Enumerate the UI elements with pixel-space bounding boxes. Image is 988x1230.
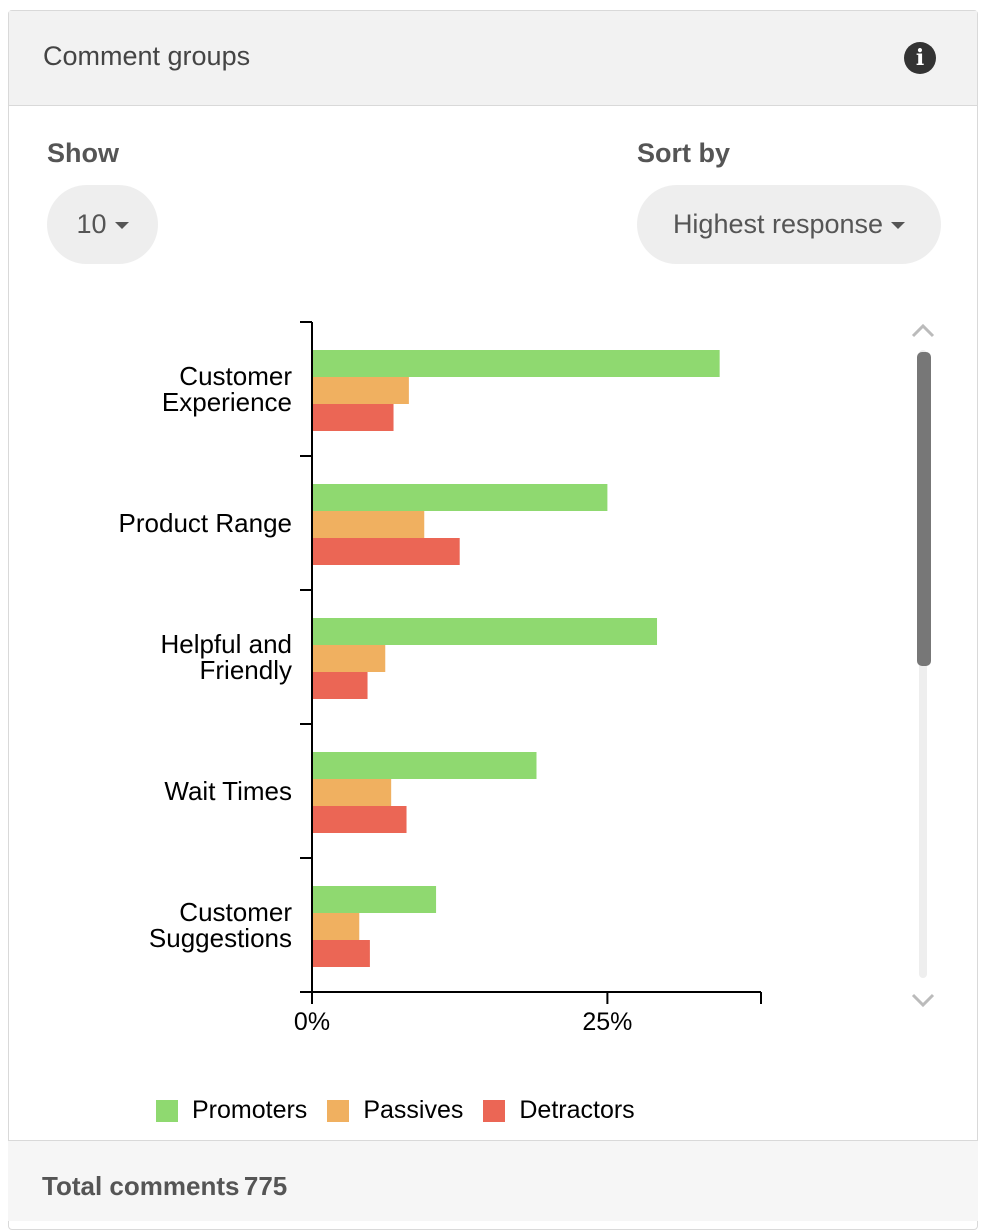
show-value: 10 — [76, 209, 107, 239]
bar — [312, 913, 360, 940]
bar — [312, 484, 608, 511]
show-dropdown[interactable]: 10 — [47, 185, 158, 264]
footer: Total comments 775 — [8, 1140, 978, 1221]
scroll-down[interactable] — [911, 993, 935, 1008]
sort-value: Highest response — [672, 209, 884, 239]
category-label: Customer Suggestions — [148, 897, 292, 953]
legend-swatch — [483, 1099, 506, 1122]
scroll-up[interactable] — [911, 323, 935, 338]
bar — [312, 886, 437, 913]
bar — [312, 779, 392, 806]
scroll-thumb[interactable] — [917, 352, 931, 666]
x-tick-label: 25% — [582, 1008, 632, 1036]
footer-label: Total comments — [42, 1171, 240, 1201]
legend-item: Detractors — [483, 1096, 635, 1125]
legend-swatch — [156, 1099, 178, 1122]
show-label: Show — [47, 138, 119, 168]
bar — [312, 940, 370, 967]
bar — [312, 618, 658, 645]
header: Comment groups i — [9, 11, 977, 106]
x-tick-label: 0% — [294, 1008, 330, 1036]
legend-item: Promoters — [156, 1096, 307, 1125]
legend-item: Passives — [327, 1096, 463, 1125]
bar — [312, 377, 409, 404]
info-icon[interactable]: i — [904, 42, 936, 74]
bar — [312, 538, 460, 565]
bar — [312, 350, 720, 377]
panel: Comment groups i — [8, 10, 978, 1230]
legend: Promoters Passives Detractors — [156, 1096, 635, 1125]
sort-label: Sort by — [637, 138, 731, 168]
bar — [312, 806, 407, 833]
header-title: Comment groups — [43, 41, 251, 71]
footer-value: 775 — [243, 1171, 288, 1201]
bar — [312, 511, 425, 538]
sort-dropdown[interactable]: Highest response — [637, 185, 941, 264]
category-label: Helpful and Friendly — [160, 629, 292, 685]
legend-label: Passives — [363, 1096, 464, 1124]
category-label: Wait Times — [164, 776, 292, 806]
category-label: Product Range — [118, 508, 292, 538]
legend-label: Detractors — [519, 1096, 635, 1124]
bar — [312, 672, 368, 699]
bar — [312, 752, 537, 779]
legend-label: Promoters — [192, 1096, 308, 1124]
category-label: Customer Experience — [161, 361, 292, 417]
bar — [312, 645, 386, 672]
bar — [312, 404, 394, 431]
legend-swatch — [327, 1099, 350, 1122]
chart: 0% 25% — [294, 321, 935, 1036]
